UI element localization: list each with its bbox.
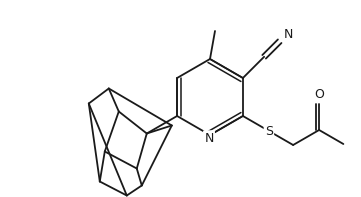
Text: O: O xyxy=(314,87,324,100)
Text: N: N xyxy=(204,132,214,145)
Text: N: N xyxy=(284,28,293,41)
Text: S: S xyxy=(265,125,273,138)
